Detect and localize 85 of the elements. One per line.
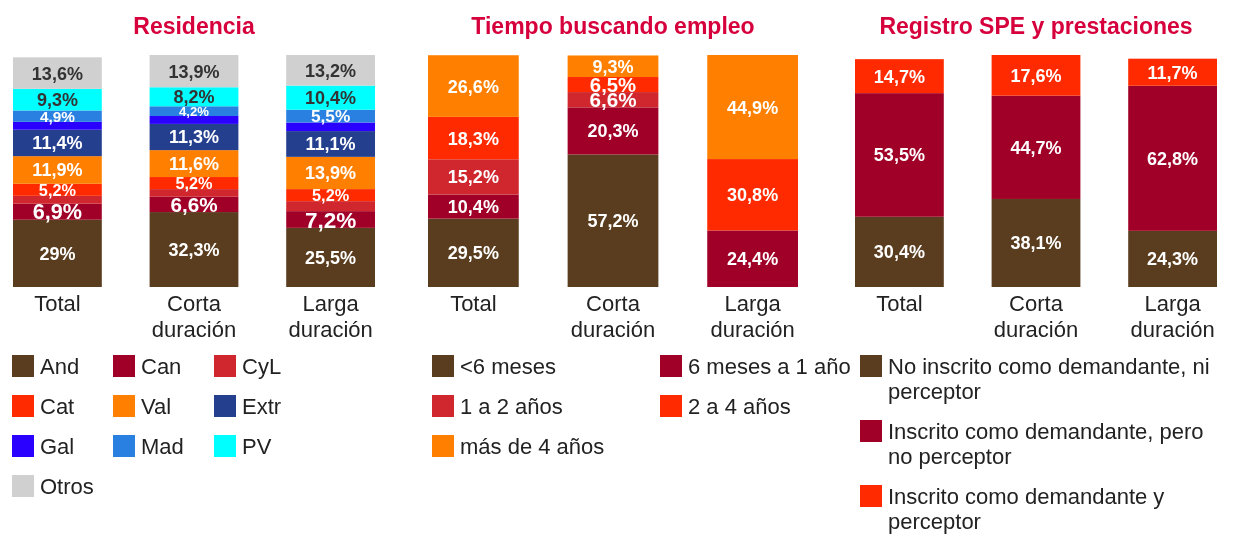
bar [428,159,519,195]
legend-label: PV [242,434,272,459]
data-label: 11,9% [32,160,83,181]
data-label: 13,9% [305,163,357,184]
data-label: 32,3% [168,240,220,261]
data-label: 11,7% [1147,62,1198,83]
bar [707,55,798,160]
data-label: 13,9% [168,61,220,82]
data-label: 15,2% [447,167,499,188]
data-label: 44,9% [727,97,779,118]
data-label: 14,7% [873,66,925,87]
data-label: 5,2% [175,173,214,192]
x-tick-label: Total [450,291,497,316]
legend-label: Mad [141,434,184,459]
x-tick-label: Corta duración [151,291,237,342]
data-label: 6,6% [170,192,218,216]
bar [855,93,944,217]
data-label: 57,2% [587,211,639,232]
x-tick-label: Corta duración [570,291,656,342]
bar [855,216,944,287]
legend-label: 2 a 4 años [688,394,791,419]
x-tick-label: Corta duración [993,291,1079,342]
data-label: 9,3% [36,90,78,111]
bar [149,116,239,124]
legend-label: Otros [40,474,94,499]
data-label: 10,4% [447,197,499,218]
data-label: 11,3% [168,127,220,148]
bar [428,218,519,287]
data-label: 11,4% [32,133,83,154]
x-tick-label: Larga duración [288,291,373,342]
bar [428,55,519,117]
data-label: 17,6% [1010,65,1062,86]
x-tick-label: Larga duración [710,291,795,342]
data-label: 20,3% [587,121,639,142]
legend-label: No inscrito como demandante, ni perceptor [888,354,1210,404]
legend-label: Can [141,354,182,379]
data-label: 18,3% [447,128,499,149]
data-label: 26,6% [447,76,499,97]
data-label: 53,5% [873,145,925,166]
bar [707,159,798,231]
chart-title: Registro SPE y prestaciones [879,13,1193,39]
data-label: 30,8% [727,185,779,206]
data-label: 30,4% [873,242,925,263]
bar [567,154,659,287]
data-label: 7,2% [304,207,357,233]
bar [991,95,1081,199]
data-label: 25,5% [305,247,357,268]
data-label: 13,2% [305,60,357,81]
chart-title: Residencia [133,13,255,39]
bar [991,198,1081,287]
legend-label: Val [141,394,172,419]
legend-label: más de 4 años [460,434,605,459]
data-label: 24,4% [727,249,779,270]
legend-label: Inscrito como demandante y perceptor [888,484,1165,534]
bar [1128,85,1217,231]
legend-label: Cat [40,394,75,419]
legend-label: <6 meses [460,354,556,379]
data-label: 5,2% [38,180,77,199]
data-label: 11,1% [305,134,356,155]
legend-label: Gal [40,434,75,459]
legend-label: And [40,354,80,379]
x-tick-label: Total [876,291,923,316]
data-label: 29,5% [447,243,499,264]
data-label: 38,1% [1010,233,1062,254]
data-label: 11,6% [168,154,220,175]
data-label: 13,6% [31,63,83,84]
data-label: 24,3% [1147,249,1199,270]
data-label: 6,9% [32,199,83,225]
x-tick-label: Total [34,291,81,316]
legend-label: Extr [242,394,282,419]
chart-title: Tiempo buscando empleo [471,13,755,39]
data-label: 44,7% [1010,137,1062,158]
legend-label: 1 a 2 años [460,394,563,419]
data-label: 29% [39,243,76,264]
data-label: 62,8% [1147,148,1199,169]
legend-label: 6 meses a 1 año [688,354,851,379]
legend-label: Inscrito como demandante, pero no perceptor [888,419,1204,469]
legend-label: CyL [242,354,282,379]
bar [1128,230,1217,287]
data-label: 5,5% [310,106,351,127]
x-tick-label: Larga duración [1130,291,1215,342]
data-label: 9,3% [592,56,634,77]
bar [707,230,798,287]
data-label: 5,2% [312,185,350,204]
data-label: 10,4% [305,88,357,109]
